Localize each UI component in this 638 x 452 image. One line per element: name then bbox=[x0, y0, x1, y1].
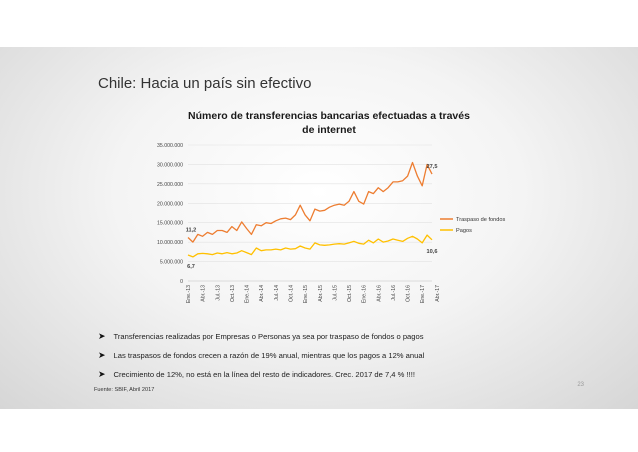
series-lines bbox=[187, 161, 433, 258]
data-label: 11,2 bbox=[186, 227, 197, 233]
data-labels: 11,2 27,5 6,7 10,6 bbox=[186, 164, 438, 270]
x-tick-label: Abr.-14 bbox=[259, 285, 265, 302]
x-tick-label: Abr.-17 bbox=[435, 285, 441, 302]
legend-label: Pagos bbox=[456, 228, 472, 234]
arrow-bullet-icon: ➤ bbox=[98, 331, 106, 341]
y-tick-label: 30.000.000 bbox=[157, 162, 183, 168]
bullet-item: ➤ Las traspasos de fondos crecen a razón… bbox=[98, 346, 618, 365]
y-tick-label: 25.000.000 bbox=[157, 182, 183, 188]
slide-title: Chile: Hacia un país sin efectivo bbox=[98, 75, 312, 92]
x-tick-label: Oct.-13 bbox=[230, 285, 236, 302]
y-gridlines bbox=[188, 144, 432, 282]
x-tick-label: Ene.-16 bbox=[362, 285, 368, 303]
bullet-list: ➤ Transferencias realizadas por Empresas… bbox=[98, 327, 618, 384]
bullet-text: Las traspasos de fondos crecen a razón d… bbox=[113, 351, 425, 360]
source-note: Fuente: SBIF, Abril 2017 bbox=[94, 387, 155, 393]
data-label: 6,7 bbox=[187, 264, 195, 270]
x-tick-label: Ene.-14 bbox=[245, 285, 251, 303]
x-tick-label: Oct.-15 bbox=[347, 285, 353, 302]
chart-title-line-1: Número de transferencias bancarias efect… bbox=[188, 110, 470, 122]
x-tick-label: Jul.-16 bbox=[391, 285, 397, 301]
arrow-bullet-icon: ➤ bbox=[98, 350, 106, 360]
line-chart: Número de transferencias bancarias efect… bbox=[157, 110, 505, 303]
y-tick-label: 15.000.000 bbox=[157, 221, 183, 227]
slide: Chile: Hacia un país sin efectivo Número… bbox=[0, 47, 638, 409]
bullet-item: ➤ Crecimiento de 12%, no está en la líne… bbox=[98, 365, 618, 384]
data-label: 27,5 bbox=[427, 164, 438, 170]
x-tick-label: Jul.-13 bbox=[215, 285, 221, 301]
y-tick-label: 20.000.000 bbox=[157, 201, 183, 207]
page-number: 23 bbox=[577, 382, 584, 388]
y-tick-label: 35.000.000 bbox=[157, 143, 183, 149]
y-tick-label: 10.000.000 bbox=[157, 240, 183, 246]
y-tick-label: 5.000.000 bbox=[160, 260, 183, 266]
y-tick-labels: 0 5.000.000 10.000.000 15.000.000 20.000.000… bbox=[157, 143, 183, 285]
bullet-item: ➤ Transferencias realizadas por Empresas… bbox=[98, 327, 618, 346]
data-label: 10,6 bbox=[427, 249, 438, 255]
x-tick-label: Oct.-14 bbox=[288, 285, 294, 302]
x-tick-label: Oct.-16 bbox=[406, 285, 412, 302]
x-tick-label: Abr.-13 bbox=[201, 285, 207, 302]
x-tick-label: Jul.-14 bbox=[274, 285, 280, 301]
x-tick-label: Abr.-16 bbox=[376, 285, 382, 302]
bullet-text: Transferencias realizadas por Empresas o… bbox=[113, 332, 424, 341]
legend-label: Traspaso de fondos bbox=[456, 217, 505, 223]
x-tick-labels: Ene.-13 Abr.-13 Jul.-13 Oct.-13 Ene.-14 Abr.-… bbox=[186, 285, 441, 303]
legend: Traspaso de fondos Pagos bbox=[440, 217, 505, 234]
arrow-bullet-icon: ➤ bbox=[98, 369, 106, 379]
x-tick-label: Abr.-15 bbox=[318, 285, 324, 302]
series-line-pagos bbox=[187, 234, 433, 258]
x-tick-label: Ene.-17 bbox=[420, 285, 426, 303]
x-tick-label: Jul.-15 bbox=[332, 285, 338, 301]
y-tick-label: 0 bbox=[180, 279, 183, 285]
chart-title-line-2: de internet bbox=[302, 124, 356, 136]
x-tick-label: Ene.-15 bbox=[303, 285, 309, 303]
series-line-traspaso-de-fondos bbox=[187, 161, 433, 243]
x-tick-label: Ene.-13 bbox=[186, 285, 192, 303]
bullet-text: Crecimiento de 12%, no está en la línea … bbox=[113, 370, 415, 379]
